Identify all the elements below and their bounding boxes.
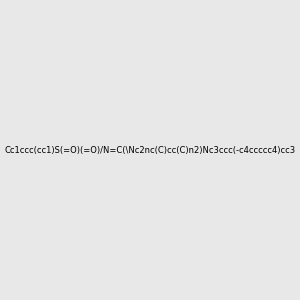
Text: Cc1ccc(cc1)S(=O)(=O)/N=C(\Nc2nc(C)cc(C)n2)Nc3ccc(-c4ccccc4)cc3: Cc1ccc(cc1)S(=O)(=O)/N=C(\Nc2nc(C)cc(C)n… (4, 146, 296, 154)
